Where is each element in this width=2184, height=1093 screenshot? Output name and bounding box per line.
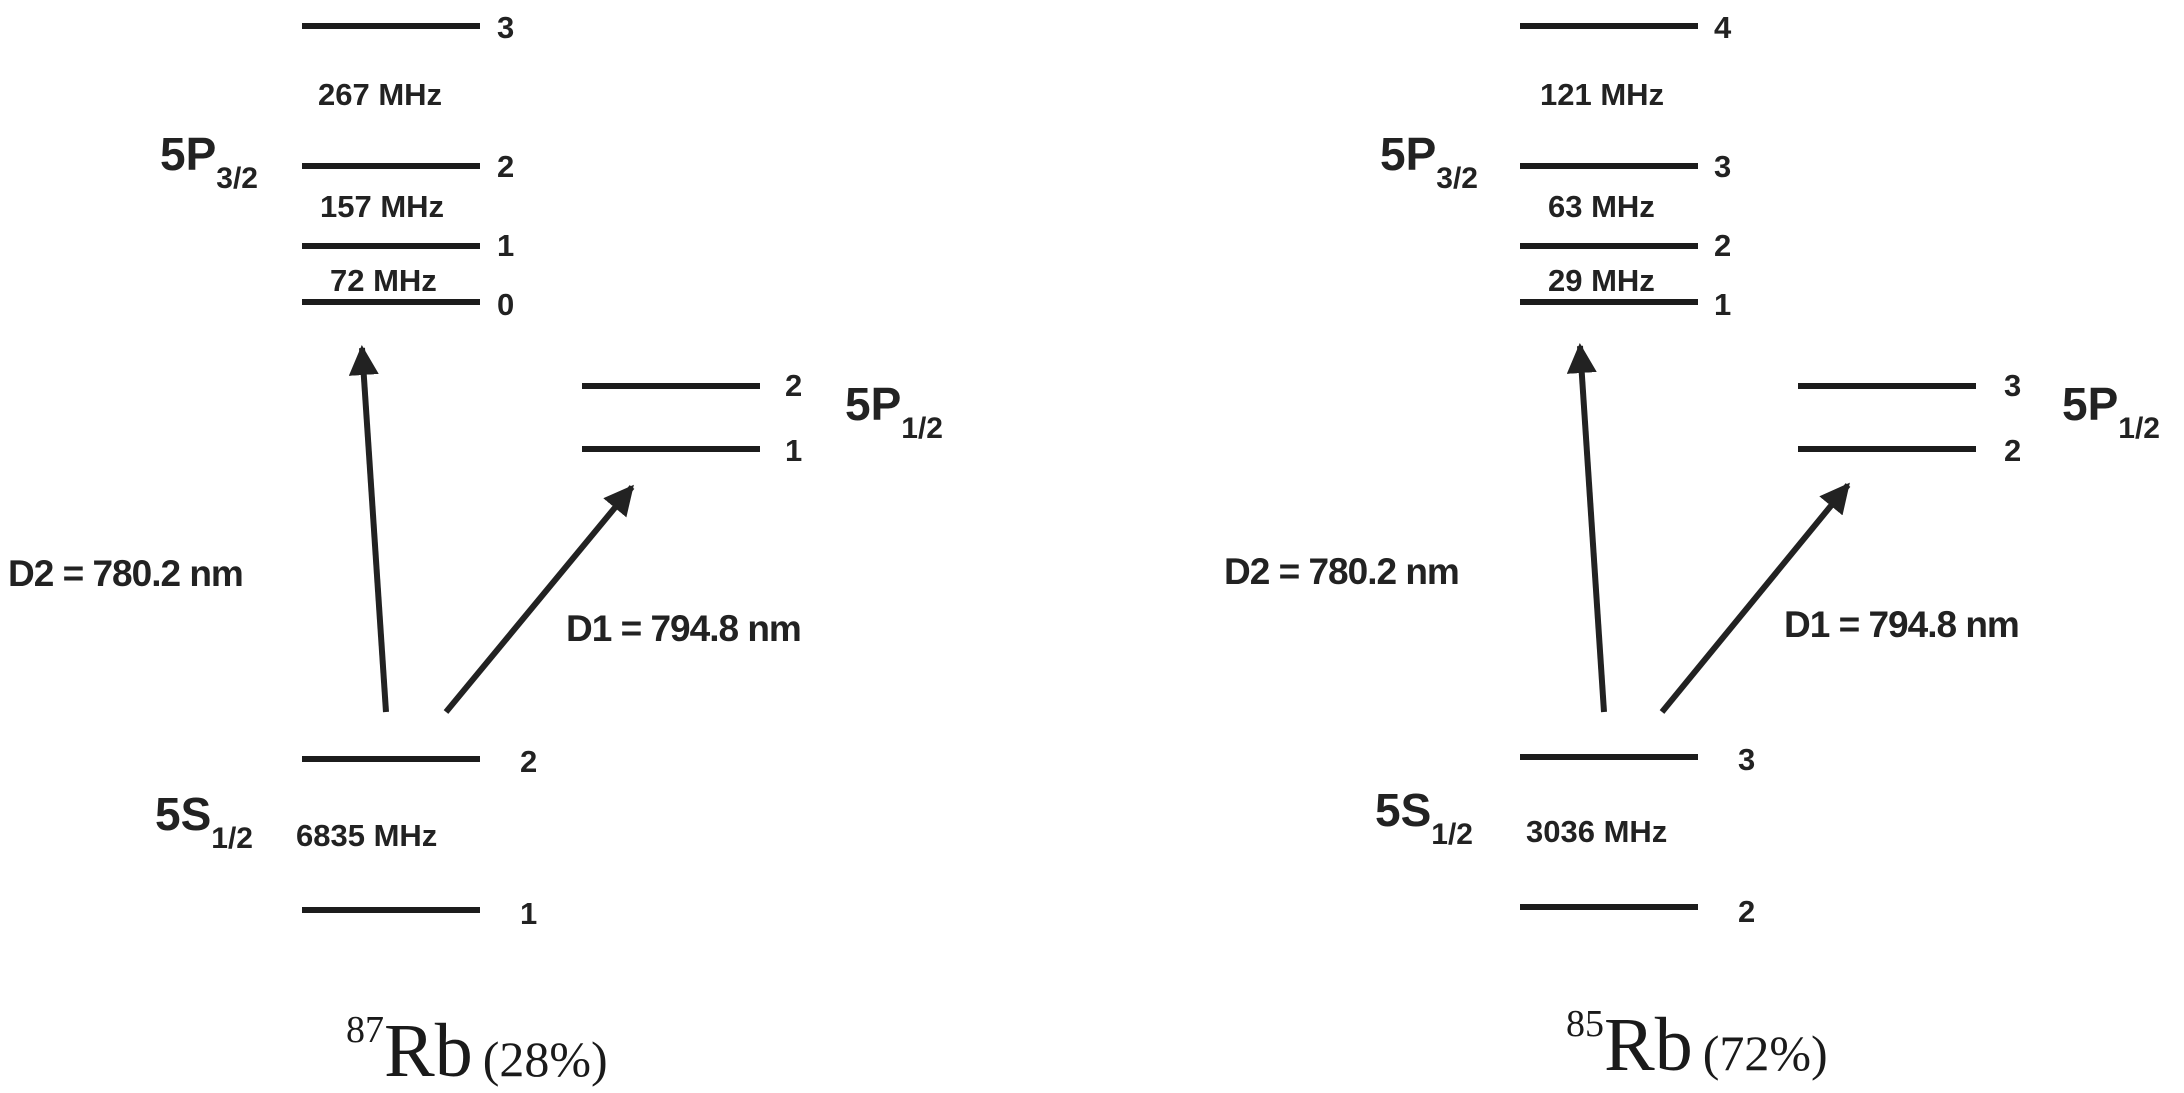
rb87-p32-f-label: 0 [497,287,514,322]
rb85-d1-label: D1 = 794.8 nm [1784,604,2019,645]
diagram-rb85: 4 3 2 1 121 MHz 63 MHz 29 MHz 5P3/2 3 2 … [1224,10,2160,1087]
rb85-isotope-label: 85Rb (72%) [1566,1003,1828,1087]
rb85-p32-f-label: 4 [1714,10,1732,45]
rb85-p32-splitting: 121 MHz [1540,77,1664,112]
rb87-s12-f-label: 1 [520,896,537,931]
rb85-p32-f-label: 3 [1714,149,1731,184]
rb85-p12-f-label: 3 [2004,368,2021,403]
rb87-d2-arrow [348,345,389,713]
rb85-p32-f-label: 1 [1714,287,1731,322]
rb87-d2-label: D2 = 780.2 nm [8,553,243,594]
rb85-state-5s12: 5S1/2 [1375,784,1473,851]
diagram-rb87: 3 2 1 0 267 MHz 157 MHz 72 MHz 5P3/2 2 1… [8,10,943,1093]
rb87-p12-f-label: 1 [785,433,802,468]
rb87-p32-f-label: 1 [497,228,514,263]
rb87-p32-splitting: 72 MHz [330,263,437,298]
rb85-state-5p32: 5P3/2 [1380,128,1478,195]
rb87-p32-splitting: 267 MHz [318,77,442,112]
rb85-s12-f-label: 3 [1738,742,1755,777]
rb87-s12-splitting: 6835 MHz [296,818,437,853]
rb85-s12-splitting: 3036 MHz [1526,814,1667,849]
rb85-p32-splitting: 29 MHz [1548,263,1655,298]
rb87-state-5s12: 5S1/2 [155,788,253,855]
rb85-d1-arrow [1659,482,1851,714]
rb87-d1-arrow [443,484,635,714]
rb85-p12-f-label: 2 [2004,433,2021,468]
rb87-d1-label: D1 = 794.8 nm [566,608,801,649]
rb87-p12-f-label: 2 [785,368,802,403]
rb87-state-5p32: 5P3/2 [160,128,258,195]
rb85-p32-f-label: 2 [1714,228,1731,263]
rb87-state-5p12: 5P1/2 [845,378,943,445]
rb87-p32-f-label: 2 [497,149,514,184]
rb87-p32-f-label: 3 [497,10,514,45]
rb85-state-5p12: 5P1/2 [2062,378,2160,445]
rb85-s12-f-label: 2 [1738,894,1755,929]
rb87-s12-f-label: 2 [520,744,537,779]
rb87-isotope-label: 87Rb (28%) [346,1009,608,1093]
rb85-d2-label: D2 = 780.2 nm [1224,551,1459,592]
rb85-p32-splitting: 63 MHz [1548,189,1655,224]
rb87-p32-splitting: 157 MHz [320,189,444,224]
rb85-d2-arrow [1566,343,1607,713]
